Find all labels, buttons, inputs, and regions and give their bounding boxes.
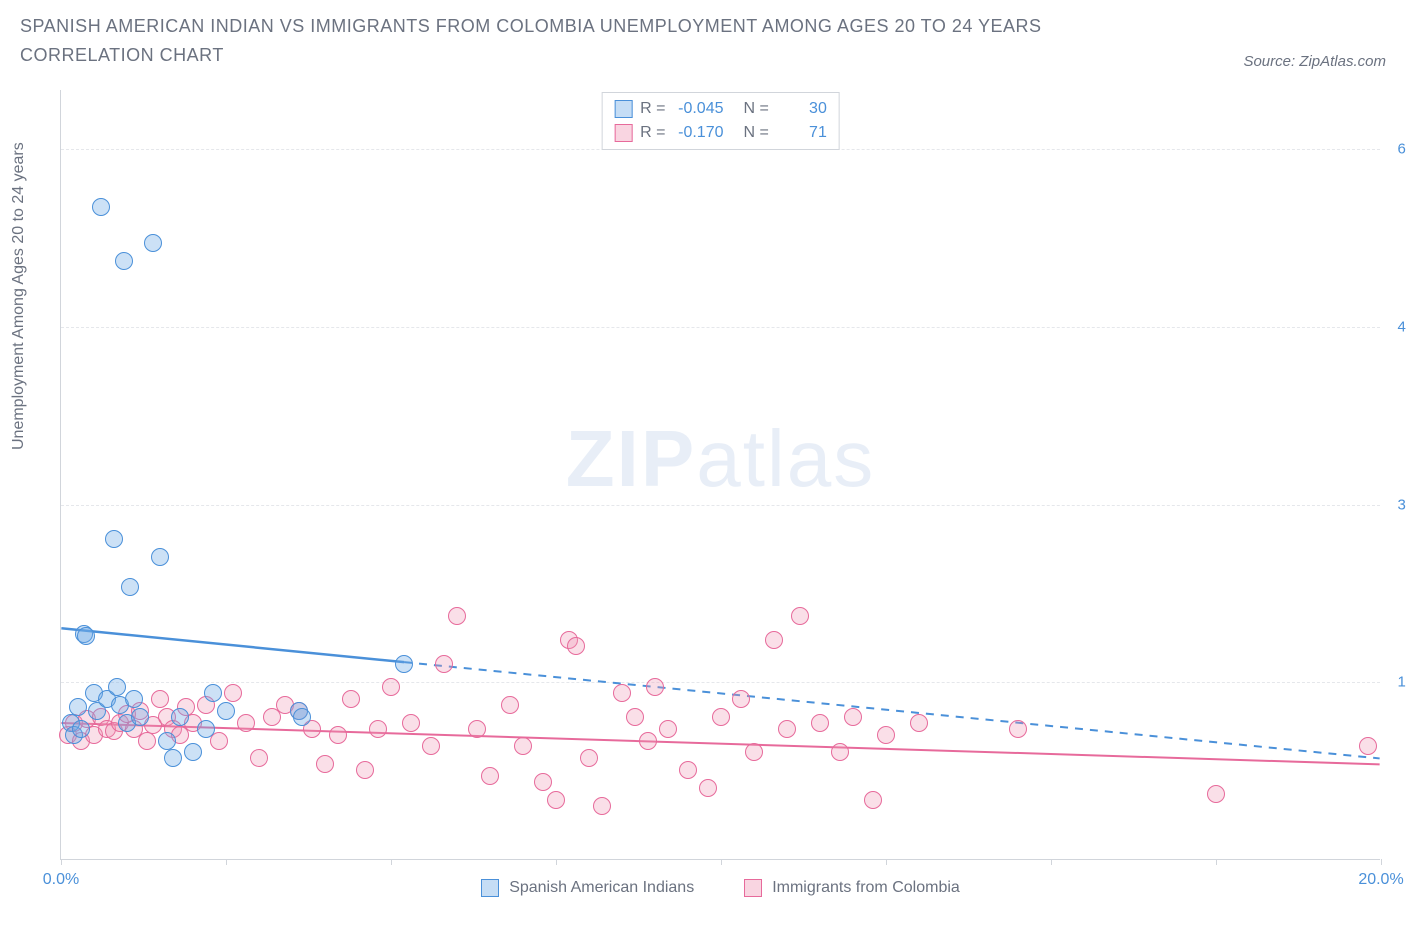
scatter-point [448,607,466,625]
scatter-point [481,767,499,785]
legend: Spanish American Indians Immigrants from… [61,879,1380,897]
scatter-point [646,678,664,696]
scatter-point [105,530,123,548]
scatter-point [639,732,657,750]
scatter-point [77,627,95,645]
scatter-point [765,631,783,649]
y-tick-label: 30.0% [1397,496,1406,513]
y-tick-label: 60.0% [1397,141,1406,158]
scatter-point [534,773,552,791]
scatter-point [316,755,334,773]
scatter-point [778,720,796,738]
scatter-point [250,749,268,767]
swatch-blue-icon [481,879,499,897]
scatter-point [745,743,763,761]
scatter-point [395,655,413,673]
x-tick [1051,859,1052,865]
scatter-point [151,548,169,566]
scatter-point [217,702,235,720]
x-tick [556,859,557,865]
x-tick [1216,859,1217,865]
scatter-point [679,761,697,779]
scatter-point [791,607,809,625]
scatter-point [613,684,631,702]
x-tick [226,859,227,865]
scatter-point [910,714,928,732]
scatter-point [593,797,611,815]
legend-label: Immigrants from Colombia [772,879,960,897]
scatter-point [329,726,347,744]
scatter-point [1359,737,1377,755]
scatter-point [131,708,149,726]
scatter-point [468,720,486,738]
scatter-point [732,690,750,708]
scatter-point [864,791,882,809]
scatter-point [121,578,139,596]
header: SPANISH AMERICAN INDIAN VS IMMIGRANTS FR… [0,0,1406,70]
legend-item-pink: Immigrants from Colombia [744,879,960,897]
x-tick [61,859,62,865]
trendlines [61,90,1380,859]
scatter-point [72,720,90,738]
scatter-point [811,714,829,732]
scatter-point [197,720,215,738]
scatter-point [69,698,87,716]
source-label: Source: ZipAtlas.com [1243,53,1386,70]
scatter-point [342,690,360,708]
scatter-point [435,655,453,673]
scatter-point [1207,785,1225,803]
scatter-point [151,690,169,708]
y-tick-label: 45.0% [1397,318,1406,335]
scatter-point [877,726,895,744]
scatter-point [567,637,585,655]
legend-item-blue: Spanish American Indians [481,879,694,897]
scatter-point [580,749,598,767]
scatter-point [547,791,565,809]
scatter-point [92,198,110,216]
scatter-point [293,708,311,726]
chart-title: SPANISH AMERICAN INDIAN VS IMMIGRANTS FR… [20,12,1120,70]
x-tick [391,859,392,865]
scatter-point [138,732,156,750]
scatter-point [712,708,730,726]
scatter-point [356,761,374,779]
scatter-point [831,743,849,761]
x-tick [886,859,887,865]
scatter-point [626,708,644,726]
scatter-point [144,234,162,252]
legend-label: Spanish American Indians [509,879,694,897]
scatter-point [125,690,143,708]
stats-row-pink: R = -0.170 N = 71 [614,121,827,145]
scatter-point [844,708,862,726]
stats-row-blue: R = -0.045 N = 30 [614,97,827,121]
swatch-blue-icon [614,100,632,118]
swatch-pink-icon [744,879,762,897]
scatter-point [204,684,222,702]
scatter-point [237,714,255,732]
stats-box: R = -0.045 N = 30 R = -0.170 N = 71 [601,92,840,150]
scatter-point [382,678,400,696]
scatter-point [369,720,387,738]
y-axis-label: Unemployment Among Ages 20 to 24 years [10,142,28,450]
scatter-point [224,684,242,702]
scatter-point [422,737,440,755]
scatter-point [171,708,189,726]
scatter-point [108,678,126,696]
plot-area: ZIPatlas 15.0%30.0%45.0%60.0% 0.0%20.0% … [60,90,1380,860]
scatter-point [659,720,677,738]
scatter-point [115,252,133,270]
scatter-point [514,737,532,755]
scatter-point [158,732,176,750]
x-tick [721,859,722,865]
x-tick [1381,859,1382,865]
swatch-pink-icon [614,124,632,142]
y-tick-label: 15.0% [1397,674,1406,691]
scatter-point [1009,720,1027,738]
scatter-point [699,779,717,797]
scatter-point [164,749,182,767]
scatter-point [184,743,202,761]
scatter-point [501,696,519,714]
scatter-point [402,714,420,732]
